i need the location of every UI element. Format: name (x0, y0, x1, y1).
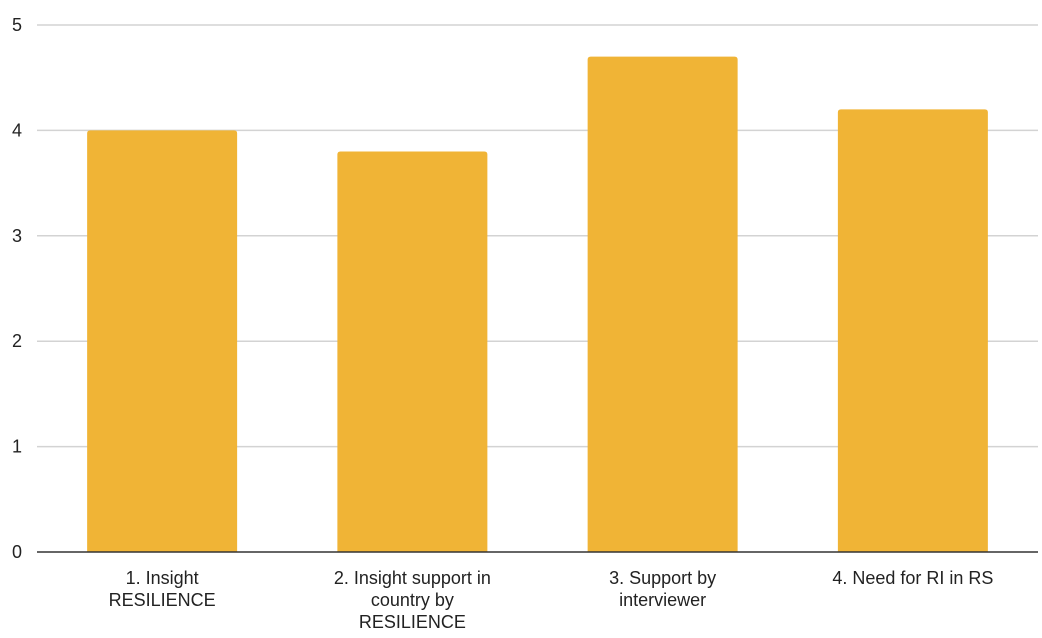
x-category-label: 3. Support by interviewer (609, 568, 716, 610)
x-category-label: 4. Need for RI in RS (832, 568, 993, 588)
x-category-label: 1. Insight RESILIENCE (109, 568, 216, 610)
bar (587, 56, 738, 553)
y-tick-label: 2 (12, 331, 22, 351)
y-tick-label: 0 (12, 542, 22, 562)
bar (87, 130, 238, 552)
y-tick-label: 3 (12, 226, 22, 246)
y-tick-label: 1 (12, 437, 22, 457)
y-tick-labels: 0 1 2 3 4 5 (12, 15, 22, 562)
bars (87, 56, 988, 553)
y-tick-label: 4 (12, 120, 22, 140)
bar (337, 151, 488, 553)
bar (837, 109, 988, 552)
y-tick-label: 5 (12, 15, 22, 35)
x-category-labels: 1. Insight RESILIENCE 2. Insight support i… (109, 568, 994, 632)
x-category-label: 2. Insight support in country by RESILIENC… (334, 568, 491, 632)
